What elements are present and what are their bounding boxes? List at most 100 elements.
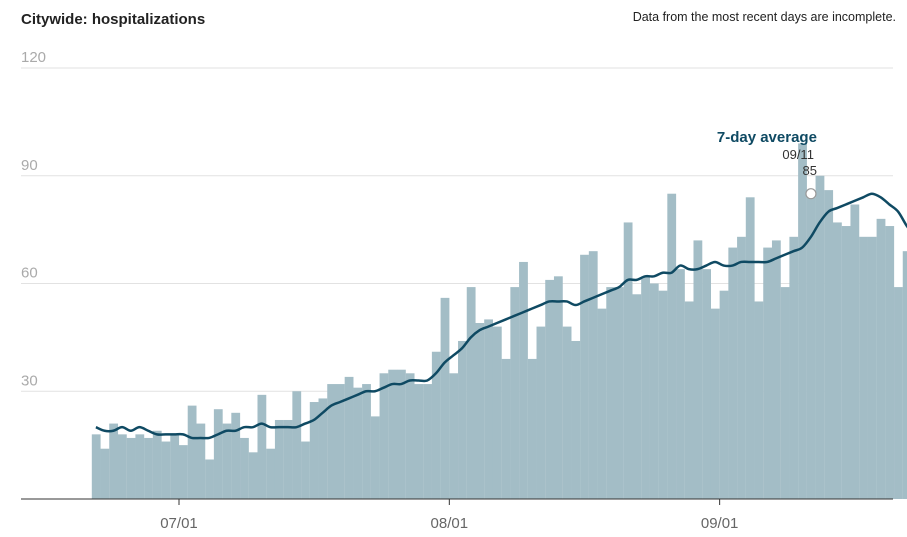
bar: [379, 373, 389, 499]
bar: [676, 269, 685, 499]
chart-title: Citywide: hospitalizations: [21, 11, 206, 28]
bar: [196, 423, 206, 499]
annotation-marker: [805, 188, 817, 200]
bar: [179, 445, 188, 499]
bar: [588, 251, 598, 499]
y-tick-label: 30: [21, 372, 38, 389]
bar: [527, 358, 537, 499]
bar: [414, 384, 424, 499]
bar: [370, 416, 380, 499]
bar: [492, 326, 502, 499]
bar: [91, 434, 101, 499]
annotation-value: 85: [802, 163, 816, 178]
bar: [292, 391, 302, 499]
bar: [553, 276, 563, 499]
bar: [187, 405, 197, 499]
y-tick-label: 120: [21, 49, 46, 66]
bar: [824, 190, 834, 499]
bar: [597, 308, 607, 499]
bar: [100, 448, 110, 499]
bar: [152, 430, 162, 499]
bar: [231, 412, 241, 499]
bar: [815, 175, 825, 499]
annotation-date: 09/11: [782, 147, 814, 162]
x-tick-label: 08/01: [431, 515, 469, 532]
bar: [789, 236, 799, 499]
x-tick-label: 07/01: [160, 515, 198, 532]
bar: [301, 441, 310, 499]
bar: [213, 409, 223, 499]
bar: [763, 247, 773, 499]
bar: [257, 394, 267, 499]
axes: 30 60 90 120 07/01 08/01 09/01: [21, 49, 893, 532]
bar: [615, 287, 624, 499]
bar: [580, 254, 589, 499]
bars-layer: [91, 143, 907, 500]
bar: [431, 351, 441, 499]
bar: [362, 384, 371, 499]
bar: [388, 369, 398, 499]
bar: [353, 387, 363, 499]
bar: [170, 434, 180, 499]
bar: [833, 222, 842, 500]
bar: [684, 301, 694, 499]
bar: [545, 279, 555, 499]
bar: [510, 287, 520, 499]
bar: [501, 358, 511, 499]
average-line-layer: [95, 192, 907, 440]
bar: [745, 197, 755, 500]
y-tick-label: 90: [21, 157, 38, 174]
bar: [205, 459, 214, 499]
bar: [885, 226, 895, 500]
bar: [754, 301, 764, 499]
annotation-series-label: 7-day average: [717, 129, 817, 146]
bar: [440, 297, 450, 499]
bar: [475, 323, 485, 499]
bar: [771, 240, 781, 499]
y-tick-label: 60: [21, 265, 38, 282]
bar: [894, 287, 903, 499]
bar: [658, 290, 668, 499]
bar: [117, 434, 127, 499]
bar: [562, 326, 572, 499]
bar: [484, 319, 493, 499]
bar: [248, 452, 258, 499]
bar: [309, 402, 319, 499]
bar: [902, 251, 907, 499]
bar: [466, 287, 476, 499]
bar: [283, 419, 293, 499]
bar: [728, 247, 738, 499]
bar: [632, 294, 642, 499]
bar: [397, 369, 406, 499]
bar: [240, 437, 249, 499]
seven-day-average-line: [95, 192, 907, 440]
bar: [667, 193, 677, 500]
bar: [702, 269, 711, 499]
bar: [405, 373, 415, 499]
bar: [423, 384, 432, 499]
bar: [623, 222, 633, 500]
bar: [135, 434, 145, 499]
bar: [798, 143, 807, 500]
bar: [710, 308, 720, 499]
bar: [649, 283, 659, 499]
bar: [693, 240, 703, 499]
bar: [161, 441, 171, 499]
bar: [335, 384, 345, 499]
bar: [274, 419, 284, 499]
bar: [536, 326, 546, 499]
bar: [719, 290, 729, 499]
bar: [850, 204, 860, 499]
bar: [876, 218, 886, 499]
bar: [571, 340, 581, 499]
bar: [222, 423, 232, 499]
bar: [641, 276, 650, 499]
bar: [458, 340, 467, 499]
bar: [318, 398, 328, 499]
bar: [519, 261, 528, 499]
bar: [867, 236, 877, 499]
incomplete-data-note: Data from the most recent days are incom…: [632, 10, 896, 24]
bar: [841, 226, 851, 500]
